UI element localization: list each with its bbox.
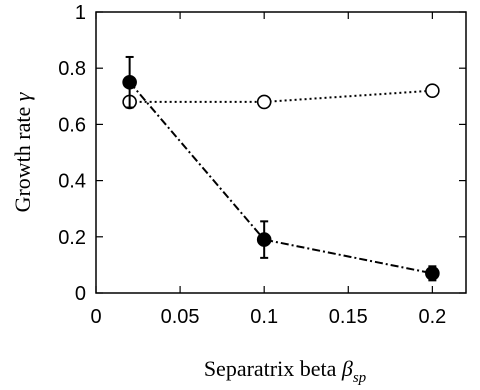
plot-frame — [95, 11, 467, 294]
x-tick-label: 0.1 — [250, 306, 278, 328]
data-point-filled — [256, 232, 272, 247]
y-axis-label: Growth rate γ — [10, 91, 35, 212]
series-1-line — [129, 89, 433, 103]
y-tick-label: 1 — [75, 2, 86, 24]
y-tick-label: 0 — [75, 283, 86, 305]
series-2 — [122, 55, 440, 282]
series-2-line — [128, 81, 433, 275]
x-tick-label: 0.15 — [329, 306, 368, 328]
x-tick-label: 0 — [90, 306, 101, 328]
y-tick-label: 0.6 — [58, 114, 86, 136]
series-1 — [122, 83, 440, 110]
x-axis-label: Separatrix beta βsp — [204, 356, 367, 386]
y-tick-label: 0.2 — [58, 227, 86, 249]
x-tick-label: 0.05 — [161, 306, 200, 328]
data-point-open — [256, 94, 272, 110]
data-point-filled — [425, 266, 440, 281]
y-tick-label: 0.4 — [58, 171, 86, 193]
x-tick-label: 0.2 — [418, 306, 446, 328]
data-point-filled — [122, 74, 137, 90]
data-point-open — [425, 83, 440, 98]
y-tick-label: 0.8 — [58, 58, 86, 80]
